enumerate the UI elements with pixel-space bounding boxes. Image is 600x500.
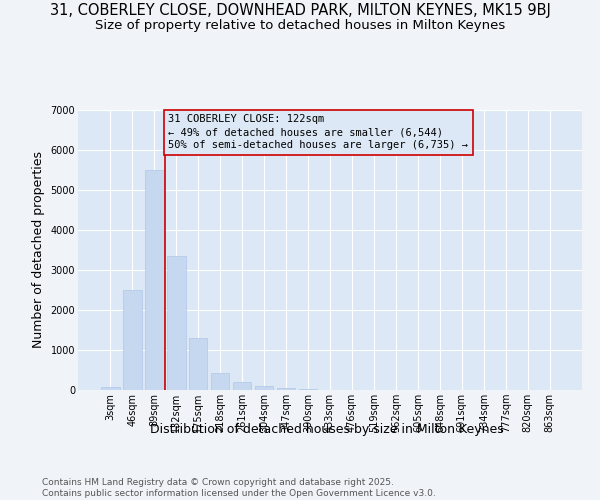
Bar	[277, 388, 295, 390]
Bar	[233, 382, 251, 390]
Bar	[101, 387, 119, 390]
Text: Contains HM Land Registry data © Crown copyright and database right 2025.
Contai: Contains HM Land Registry data © Crown c…	[42, 478, 436, 498]
Bar	[167, 256, 185, 390]
Bar	[123, 290, 142, 390]
Y-axis label: Number of detached properties: Number of detached properties	[32, 152, 45, 348]
Text: 31, COBERLEY CLOSE, DOWNHEAD PARK, MILTON KEYNES, MK15 9BJ: 31, COBERLEY CLOSE, DOWNHEAD PARK, MILTO…	[50, 2, 550, 18]
Bar	[145, 170, 164, 390]
Bar	[299, 389, 317, 390]
Bar	[255, 386, 274, 390]
Text: Distribution of detached houses by size in Milton Keynes: Distribution of detached houses by size …	[150, 422, 504, 436]
Text: 31 COBERLEY CLOSE: 122sqm
← 49% of detached houses are smaller (6,544)
50% of se: 31 COBERLEY CLOSE: 122sqm ← 49% of detac…	[169, 114, 469, 150]
Text: Size of property relative to detached houses in Milton Keynes: Size of property relative to detached ho…	[95, 18, 505, 32]
Bar	[211, 373, 229, 390]
Bar	[189, 338, 208, 390]
